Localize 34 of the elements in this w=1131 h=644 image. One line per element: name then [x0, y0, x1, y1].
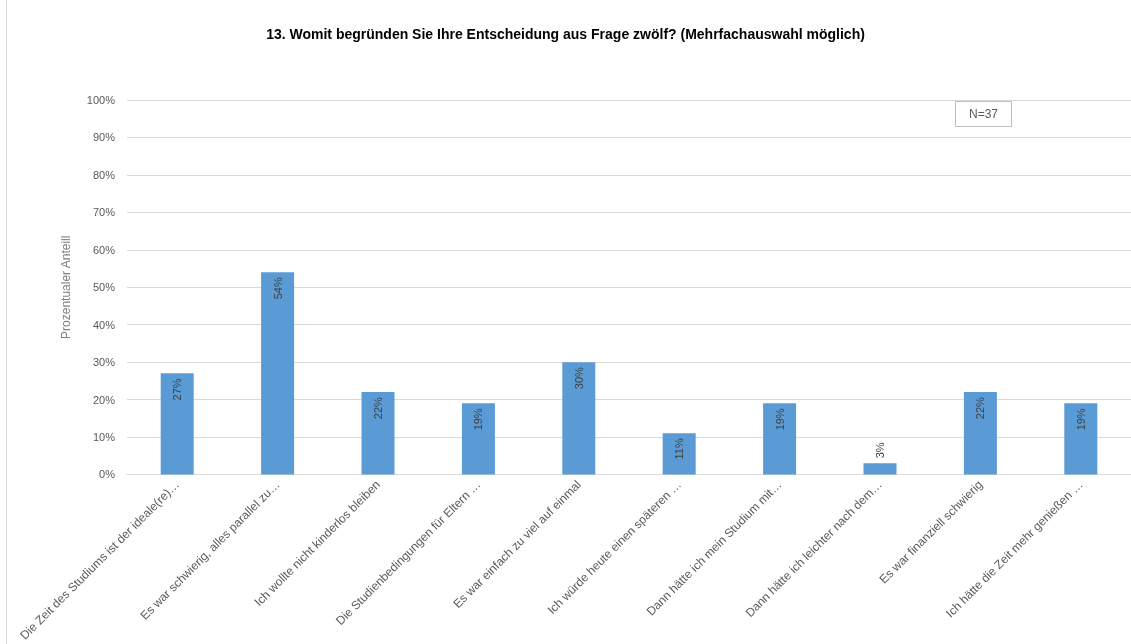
data-label: 30% — [572, 366, 585, 390]
bar — [562, 362, 596, 475]
bar — [863, 463, 897, 475]
y-axis-title: Prozentualer Anteill — [59, 235, 73, 339]
bar — [461, 403, 495, 475]
data-label: 27% — [171, 378, 184, 401]
y-tick-label: 50% — [92, 281, 116, 294]
y-tick-label: 10% — [92, 431, 116, 444]
y-tick-label: 70% — [92, 206, 116, 219]
y-tick-label: 0% — [99, 468, 116, 481]
y-tick-label: 100% — [86, 94, 116, 106]
chart-title: 13. Womit begründen Sie Ihre Entscheidung aus Frage zwölf? (Mehrfachauswahl möglich) — [266, 26, 865, 42]
y-tick-label: 40% — [92, 318, 116, 331]
data-label: 22% — [372, 396, 384, 420]
data-label: 22% — [974, 396, 987, 420]
bar — [662, 433, 696, 475]
data-label: 19% — [773, 408, 786, 431]
data-label: 19% — [472, 408, 485, 431]
data-label: 19% — [1074, 408, 1087, 431]
y-tick-label: 80% — [92, 168, 116, 181]
data-label: 11% — [673, 438, 686, 460]
y-tick-label: 30% — [92, 356, 116, 369]
y-tick-label: 20% — [92, 393, 116, 406]
bar — [963, 392, 997, 475]
bar — [361, 392, 395, 475]
data-label: 3% — [874, 442, 886, 459]
bar — [1064, 403, 1098, 475]
annotation: N=37 — [969, 107, 999, 121]
bar — [160, 373, 194, 475]
y-tick-label: 60% — [92, 243, 116, 256]
bar — [261, 272, 295, 475]
bar — [763, 403, 797, 475]
data-label: 54% — [271, 277, 284, 300]
y-tick-label: 90% — [92, 131, 116, 144]
